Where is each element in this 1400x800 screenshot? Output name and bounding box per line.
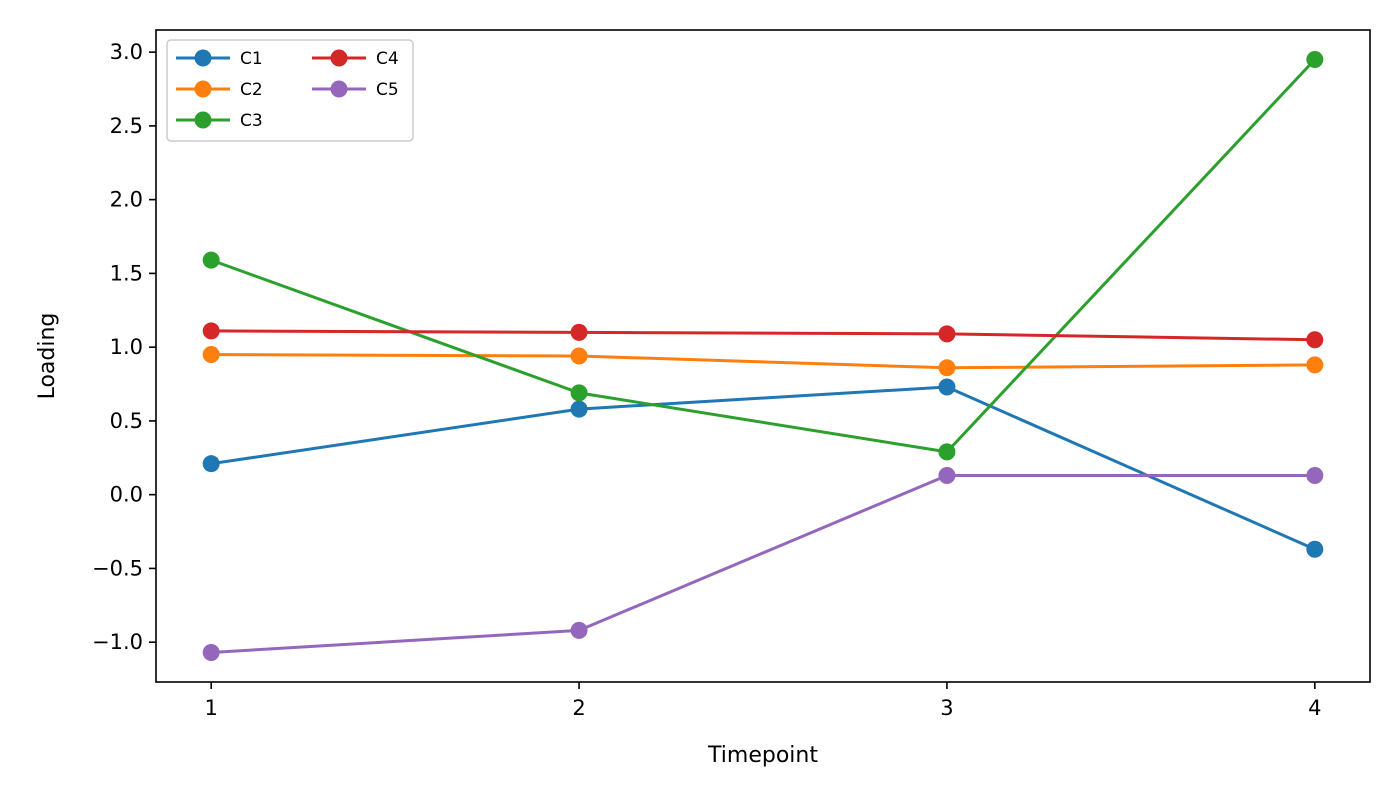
legend-item-c1: C1 bbox=[176, 49, 263, 69]
legend-marker bbox=[194, 111, 212, 129]
legend-label: C5 bbox=[376, 80, 399, 100]
data-point bbox=[202, 322, 220, 340]
series-c4 bbox=[202, 322, 1324, 349]
data-point bbox=[1306, 356, 1324, 374]
series-line bbox=[211, 473, 1315, 654]
y-tick-label: 2.0 bbox=[110, 188, 143, 212]
data-point bbox=[570, 400, 588, 418]
data-point bbox=[570, 347, 588, 365]
legend-label: C4 bbox=[376, 49, 399, 69]
data-point bbox=[938, 443, 956, 461]
y-tick-label: 2.5 bbox=[110, 114, 143, 138]
y-tick-label: 1.5 bbox=[110, 261, 143, 285]
data-point bbox=[202, 455, 220, 473]
data-point bbox=[202, 251, 220, 269]
data-point bbox=[202, 643, 220, 661]
data-point bbox=[938, 325, 956, 343]
x-tick-label: 3 bbox=[940, 696, 953, 720]
legend-item-c4: C4 bbox=[312, 49, 399, 69]
legend-box bbox=[166, 39, 414, 142]
series-line bbox=[210, 58, 1316, 454]
series-c5 bbox=[202, 466, 1324, 661]
axes-frame bbox=[155, 29, 1371, 683]
data-point bbox=[938, 359, 956, 377]
data-point bbox=[938, 466, 956, 484]
series-line bbox=[211, 353, 1315, 370]
data-point bbox=[570, 323, 588, 341]
legend-marker bbox=[330, 49, 348, 67]
y-tick-label: −0.5 bbox=[92, 556, 143, 580]
y-tick-label: 0.0 bbox=[110, 483, 143, 507]
data-point bbox=[1306, 466, 1324, 484]
data-point bbox=[570, 621, 588, 639]
data-point bbox=[202, 346, 220, 364]
legend-marker bbox=[330, 80, 348, 98]
series-c1 bbox=[202, 378, 1324, 558]
data-point bbox=[938, 378, 956, 396]
legend-label: C3 bbox=[240, 111, 263, 131]
y-tick-label: 3.0 bbox=[110, 40, 143, 64]
series-c3 bbox=[202, 51, 1324, 461]
legend-label: C1 bbox=[240, 49, 263, 69]
data-point bbox=[1306, 540, 1324, 558]
series-line bbox=[210, 385, 1316, 551]
legend-marker bbox=[194, 80, 212, 98]
data-point bbox=[1306, 51, 1324, 69]
series-line bbox=[211, 329, 1315, 342]
axes: 1 2 3 4 −1.0 −0.5 0.0 0.5 1.0 1.5 2.0 2.5 3.0 bbox=[92, 29, 1371, 720]
y-axis-label: Loading bbox=[35, 313, 60, 400]
data-point bbox=[1306, 331, 1324, 349]
legend: C1 C2 C3 C4 C5 bbox=[166, 39, 414, 142]
plot-area bbox=[202, 51, 1324, 661]
legend-label: C2 bbox=[240, 80, 263, 100]
x-tick-label: 4 bbox=[1308, 696, 1321, 720]
x-tick-label: 1 bbox=[204, 696, 217, 720]
legend-item-c3: C3 bbox=[176, 111, 263, 131]
series-c2 bbox=[202, 346, 1324, 377]
y-tick-label: 0.5 bbox=[110, 409, 143, 433]
legend-item-c5: C5 bbox=[312, 80, 399, 100]
y-tick-label: 1.0 bbox=[110, 335, 143, 359]
y-tick-label: −1.0 bbox=[92, 630, 143, 654]
legend-marker bbox=[194, 49, 212, 67]
x-tick-label: 2 bbox=[572, 696, 585, 720]
x-axis-label: Timepoint bbox=[707, 743, 818, 768]
data-point bbox=[570, 384, 588, 402]
legend-item-c2: C2 bbox=[176, 80, 263, 100]
